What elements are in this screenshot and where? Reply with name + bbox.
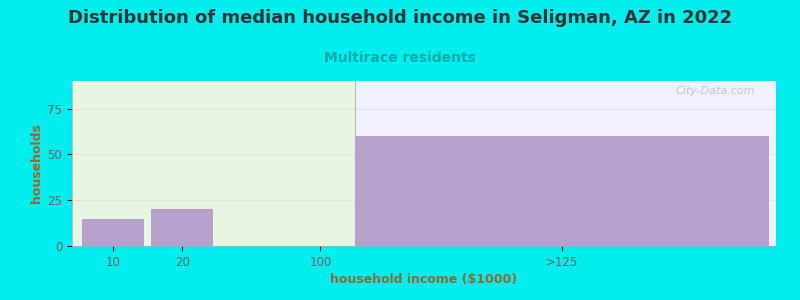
Text: City-Data.com: City-Data.com <box>675 86 755 96</box>
X-axis label: household income ($1000): household income ($1000) <box>330 273 518 286</box>
Y-axis label: households: households <box>30 124 43 203</box>
Bar <box>355 136 769 246</box>
Text: Distribution of median household income in Seligman, AZ in 2022: Distribution of median household income … <box>68 9 732 27</box>
Bar <box>72 81 355 246</box>
Text: Multirace residents: Multirace residents <box>324 51 476 65</box>
Bar <box>82 218 145 246</box>
Bar <box>151 209 214 246</box>
Bar <box>355 81 776 246</box>
